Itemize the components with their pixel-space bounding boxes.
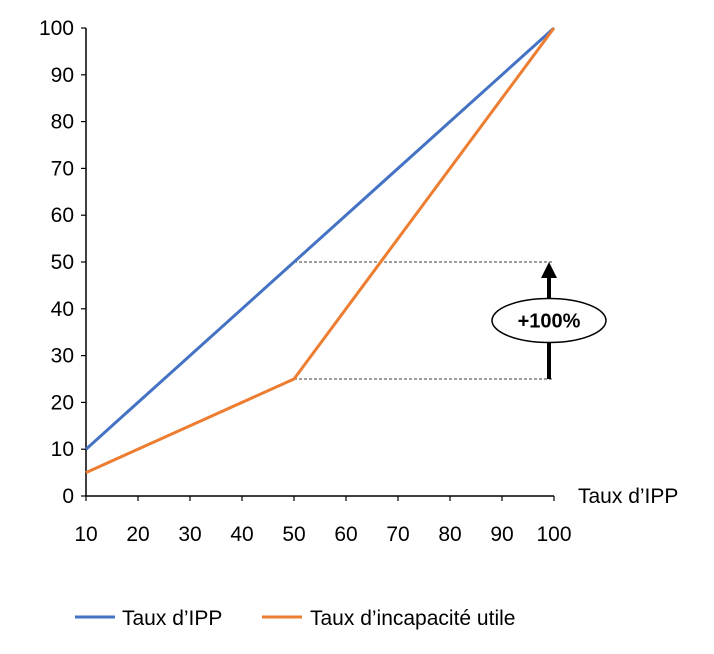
x-axis-label: Taux d’IPP xyxy=(578,485,678,508)
x-tick-label: 10 xyxy=(74,523,97,546)
x-tick-label: 60 xyxy=(334,523,357,546)
series-line-1 xyxy=(85,27,556,474)
annotation: +100% xyxy=(294,261,607,380)
x-tick-label: 100 xyxy=(536,523,571,546)
series-line-0 xyxy=(84,26,556,451)
y-tick-label: 70 xyxy=(51,157,74,180)
y-tick-label: 10 xyxy=(51,438,74,461)
x-tick-label: 20 xyxy=(126,523,149,546)
arrow-head-icon xyxy=(541,262,557,278)
x-tick-label: 30 xyxy=(178,523,201,546)
x-tick-label: 90 xyxy=(490,523,513,546)
legend-label-ipp: Taux d’IPP xyxy=(122,607,222,630)
legend-label-incapacite: Taux d’incapacité utile xyxy=(310,607,515,630)
y-tick-label: 30 xyxy=(51,345,74,368)
x-tick-label: 80 xyxy=(438,523,461,546)
x-tick-label: 50 xyxy=(282,523,305,546)
y-tick-label: 40 xyxy=(51,298,74,321)
x-tick-label: 70 xyxy=(386,523,409,546)
annotation-label: +100% xyxy=(518,311,581,333)
y-tick-label: 60 xyxy=(51,204,74,227)
y-tick-label: 100 xyxy=(39,17,74,40)
legend: Taux d’IPP Taux d’incapacité utile xyxy=(75,607,515,630)
y-tick-label: 20 xyxy=(51,391,74,414)
y-tick-label: 90 xyxy=(51,64,74,87)
axes xyxy=(81,27,555,501)
y-tick-label: 0 xyxy=(62,485,74,508)
series-lines xyxy=(84,26,556,474)
y-tick-label: 50 xyxy=(51,251,74,274)
x-tick-label: 40 xyxy=(230,523,253,546)
annotation-ellipse xyxy=(491,297,607,344)
y-tick-label: 80 xyxy=(51,111,74,134)
